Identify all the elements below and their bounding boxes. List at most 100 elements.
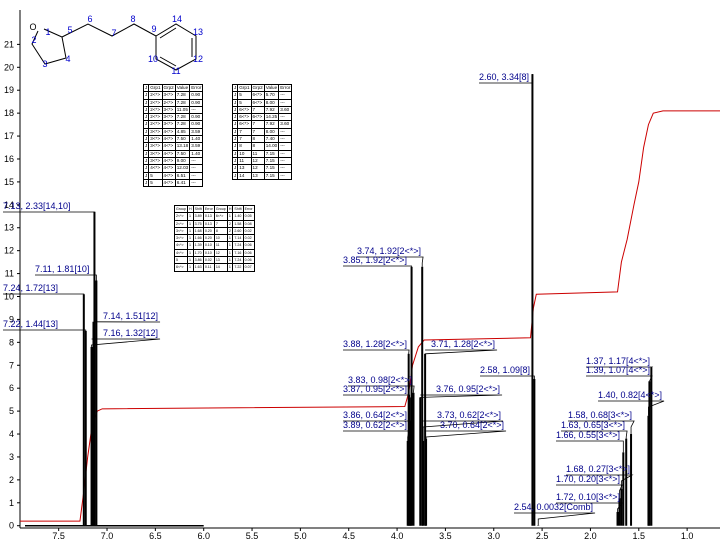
table-cell: 4<*> (161, 135, 176, 144)
table-cell: 5 (174, 256, 188, 265)
table-cell: 4<*> (161, 171, 176, 180)
table-cell: 7.28 (174, 113, 191, 122)
table-cell: 5 (237, 98, 252, 107)
table-row: 2<*> 1 3.75 0.13 7 2 1.58 0.08 (174, 219, 255, 228)
table-cell: 8 (250, 135, 265, 144)
table-cell: 6<*> (237, 105, 252, 115)
peak-annotation: 7.22, 1.44[13] (3, 319, 58, 329)
table-cell: 7 (250, 105, 265, 115)
table-cell: 3.59 (189, 127, 204, 137)
table-cell: 4<*> (161, 156, 176, 166)
table-cell: J (231, 105, 239, 115)
y-tick-label: 17 (4, 131, 14, 141)
peak-annotation: 7.16, 1.32[12] (103, 328, 158, 338)
table-row: 4<*> 1 1.39 0.10 11 1 7.24 0.06 (174, 241, 255, 250)
table-cell: 1.70 (192, 248, 204, 258)
table-row: J 3<*> 4<*> 7.50 1.40 (142, 149, 204, 158)
table-cell: 3.75 (192, 219, 204, 228)
table-cell: Error (202, 204, 215, 214)
table-cell: J (231, 98, 239, 107)
table-cell: 0.02 (242, 234, 255, 243)
leader-line (480, 375, 535, 380)
y-tick-label: 19 (4, 85, 14, 95)
leader-line (568, 420, 635, 435)
leader-line (425, 430, 507, 439)
peak-annotation: 3.85, 1.92[2<*>] (343, 255, 407, 265)
table-cell: 0.10 (202, 241, 215, 250)
table-cell: 6.41 (174, 178, 191, 188)
table-cell: J (142, 149, 150, 158)
table-cell: Grp2 (250, 83, 265, 93)
table-row: J 14 13 7.15 --- (231, 171, 293, 180)
table-cell: 7 (213, 219, 228, 228)
table-cell: 0.90 (189, 113, 204, 122)
table-cell: 7.22 (232, 263, 244, 272)
y-tick-label: 6 (9, 383, 14, 393)
ring-bond (31, 28, 67, 65)
leader-line (420, 394, 503, 398)
table-cell: 6<*> (250, 113, 265, 122)
table-cell: 12 (213, 248, 228, 258)
table-cell: 0.20 (202, 226, 215, 236)
table-cell: 12 (250, 156, 265, 166)
table-cell: J (231, 83, 239, 93)
table-cell: 6<*> (174, 263, 188, 272)
table-cell: J (231, 120, 239, 129)
table-cell: 13 (250, 171, 265, 180)
x-tick-label: 4.5 (342, 531, 355, 541)
table-cell: J (231, 113, 239, 122)
table-cell: --- (278, 164, 293, 173)
table-cell: 3<*> (148, 127, 163, 137)
table-cell: 7.15 (263, 164, 280, 173)
table-row: J 7 8 7.40 --- (231, 135, 293, 144)
table-cell: 2<*> (161, 98, 176, 107)
x-tick-label: 2.0 (584, 531, 597, 541)
table-cell: 8.00 (263, 127, 280, 137)
table-cell: 6<*> (250, 98, 265, 107)
atom-number: 2 (31, 35, 36, 45)
table-cell: --- (189, 164, 204, 173)
table-cell: J (142, 83, 150, 93)
table-cell: J (142, 135, 150, 144)
table-cell: --- (278, 135, 293, 144)
table-row: J 5 6<*> 5.70 --- (231, 91, 293, 100)
table-cell: 0.13 (202, 212, 215, 221)
peak-annotation: 1.37, 1.17[4<*>] (586, 356, 650, 366)
table-cell: 14.25 (263, 113, 280, 122)
table-cell: 3<*> (174, 234, 188, 243)
table-cell: 8.00 (263, 98, 280, 107)
y-tick-label: 14 (4, 200, 14, 210)
table-cell: Grp1 (237, 83, 252, 93)
x-tick-label: 7.0 (101, 531, 114, 541)
leader-line (479, 74, 533, 84)
leader-line (343, 265, 412, 267)
peak-annotation: 3.70, 0.64[2<*>] (440, 420, 504, 430)
leader-line (91, 338, 161, 347)
y-tick-label: 5 (9, 406, 14, 416)
x-tick-label: 2.5 (536, 531, 549, 541)
table-cell: J (142, 164, 150, 173)
leader-line (343, 349, 410, 354)
y-tick-label: 0 (9, 521, 14, 531)
table-cell: --- (278, 91, 293, 100)
peak-annotation: 2.54, 0.0032[Comb] (514, 502, 593, 512)
table-row: J 7 7 8.00 --- (231, 127, 293, 137)
table-row: J 5 4<*> 6.41 --- (142, 178, 204, 188)
table-cell: 14.00 (263, 142, 280, 151)
table-row: J Grp1 Grp2 Value Error (142, 83, 204, 93)
table-cell: Error (278, 83, 293, 93)
table-cell: --- (278, 98, 293, 107)
table-cell: Group (213, 204, 228, 214)
table-cell: 0.06 (242, 241, 255, 250)
table-cell: 2<*> (148, 113, 163, 122)
table-cell: --- (189, 178, 204, 188)
table-cell: 6<*> (237, 113, 252, 122)
peak-annotation: 3.76, 0.95[2<*>] (436, 384, 500, 394)
table-row: J 2<*> 3<*> 7.28 0.90 (142, 91, 204, 100)
table-cell: 3.60 (278, 105, 293, 115)
table-row: J 2<*> 3<*> 11.05 --- (142, 105, 204, 115)
atom-number: 14 (172, 14, 182, 24)
table-cell: 5 (148, 171, 163, 180)
table-cell: 3<*> (161, 120, 176, 129)
table-cell: 4<*> (161, 149, 176, 158)
